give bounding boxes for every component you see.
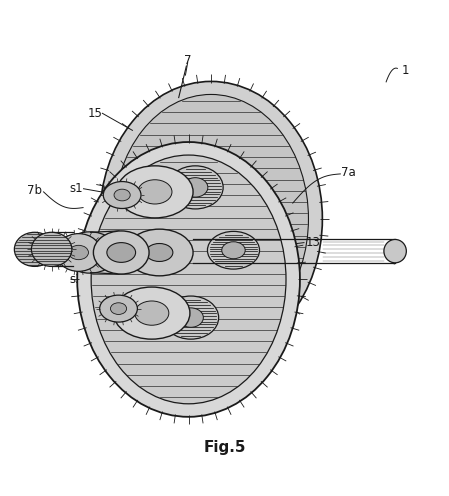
Text: s3: s3 [70, 273, 83, 286]
Ellipse shape [114, 94, 308, 343]
Text: 7a: 7a [341, 166, 356, 179]
Ellipse shape [163, 296, 219, 339]
Ellipse shape [146, 244, 173, 261]
Ellipse shape [14, 232, 55, 266]
Text: 15: 15 [82, 302, 97, 315]
Ellipse shape [93, 231, 149, 274]
Ellipse shape [77, 142, 300, 417]
Ellipse shape [222, 242, 245, 259]
Text: 7b: 7b [27, 184, 42, 197]
Ellipse shape [135, 301, 169, 325]
Ellipse shape [91, 155, 286, 404]
Ellipse shape [126, 229, 193, 276]
Text: 13: 13 [305, 236, 320, 249]
Ellipse shape [183, 178, 208, 197]
Text: Fig.5: Fig.5 [203, 440, 246, 455]
Ellipse shape [207, 232, 260, 269]
Text: 3: 3 [397, 249, 405, 262]
Ellipse shape [100, 295, 137, 322]
Ellipse shape [114, 287, 190, 339]
Ellipse shape [69, 246, 88, 260]
Ellipse shape [117, 166, 193, 218]
Ellipse shape [110, 303, 127, 314]
Text: 70: 70 [75, 260, 90, 273]
Text: r2: r2 [285, 304, 298, 316]
Text: 15: 15 [88, 107, 102, 120]
Ellipse shape [114, 189, 130, 201]
Ellipse shape [384, 240, 406, 263]
Ellipse shape [107, 243, 136, 262]
Ellipse shape [167, 166, 223, 209]
Ellipse shape [138, 180, 172, 204]
Ellipse shape [178, 308, 203, 327]
Ellipse shape [103, 182, 141, 208]
Ellipse shape [56, 234, 101, 271]
Text: 74: 74 [19, 239, 34, 252]
Ellipse shape [100, 81, 322, 356]
Text: 7: 7 [184, 54, 191, 67]
Ellipse shape [31, 232, 72, 266]
Text: s1: s1 [70, 182, 83, 195]
Text: 1: 1 [402, 64, 409, 77]
Ellipse shape [62, 232, 118, 273]
